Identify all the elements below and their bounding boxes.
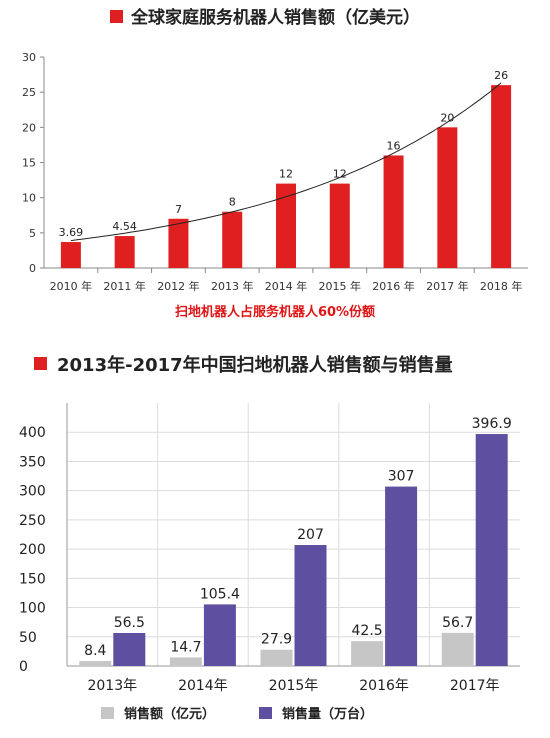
- global-chart-title: 全球家庭服务机器人销售额（亿美元）: [130, 7, 420, 28]
- y-tick-label: 5: [29, 227, 36, 240]
- china-chart: 2013年-2017年中国扫地机器人销售额与销售量 0 50 100 150 200 25…: [19, 354, 520, 722]
- y-tick-label: 300: [19, 484, 46, 500]
- bar: [114, 236, 135, 268]
- bar: [276, 183, 296, 268]
- global-chart-trendline: [70, 82, 502, 242]
- bar-value-label: 12: [333, 168, 347, 181]
- bar-value-label: 27.9: [261, 632, 292, 648]
- y-tick-label: 25: [22, 86, 36, 99]
- legend-swatch-sales-volume: [259, 707, 272, 719]
- bar-sales-volume: [113, 632, 146, 666]
- bar-sales-amount: [441, 632, 474, 666]
- china-chart-title: 2013年-2017年中国扫地机器人销售额与销售量: [57, 354, 453, 376]
- bar: [437, 127, 458, 268]
- bar-sales-amount: [260, 649, 293, 666]
- x-tick-label: 2011 年: [103, 279, 146, 293]
- y-tick-label: 15: [22, 157, 36, 170]
- legend-label-sales-volume: 销售量（万台）: [282, 706, 373, 722]
- china-chart-legend: 销售额（亿元） 销售量（万台）: [101, 706, 373, 722]
- y-tick-label: 350: [19, 454, 46, 470]
- title-marker-icon: [110, 10, 123, 23]
- bar-value-label: 14.7: [170, 639, 201, 655]
- y-tick-label: 10: [22, 192, 36, 205]
- bar-value-label: 42.5: [352, 623, 383, 639]
- x-tick-label: 2015 年: [319, 279, 362, 293]
- chart-annotation: 扫地机器人占服务机器人60%份额: [175, 304, 375, 320]
- global-chart-x-ticks: 2010 年 2011 年 2012 年 2013 年 2014 年 2015 年 2016…: [50, 279, 523, 293]
- bar: [491, 85, 512, 268]
- bar-value-label: 26: [494, 69, 508, 82]
- bar-value-label: 7: [175, 203, 182, 216]
- china-chart-bars: [79, 434, 508, 666]
- x-tick-label: 2012 年: [157, 279, 200, 293]
- bar-value-label: 105.4: [200, 586, 240, 602]
- bar-sales-amount: [79, 661, 112, 666]
- y-tick-label: 30: [22, 51, 36, 64]
- x-tick-label: 2017年: [450, 678, 500, 694]
- bar-sales-volume: [294, 545, 327, 666]
- legend-swatch-sales-amount: [101, 707, 114, 719]
- bar-value-label: 8: [229, 196, 236, 209]
- bar-value-label: 4.54: [112, 220, 137, 233]
- bar-sales-volume: [203, 604, 236, 666]
- global-chart-bars: [60, 85, 512, 268]
- bar: [222, 211, 243, 268]
- y-tick-label: 200: [19, 542, 46, 558]
- y-tick-label: 250: [19, 513, 46, 529]
- y-tick-label: 150: [19, 571, 46, 587]
- bar: [383, 155, 404, 268]
- y-tick-label: 100: [19, 601, 46, 617]
- x-tick-label: 2016年: [359, 678, 409, 694]
- y-tick-label: 50: [19, 630, 37, 646]
- bar: [60, 242, 81, 268]
- bar-value-label: 12: [279, 168, 293, 181]
- y-tick-label: 0: [19, 659, 28, 675]
- x-tick-label: 2018 年: [480, 279, 523, 293]
- y-tick-label: 400: [19, 425, 46, 441]
- bar-value-label: 3.69: [59, 226, 84, 239]
- x-tick-label: 2017 年: [426, 279, 469, 293]
- china-chart-data-labels: 8.4 56.5 14.7 105.4 27.9 207 42.5 307 56.7 396.9: [84, 416, 512, 659]
- bar-sales-amount: [351, 641, 384, 666]
- legend-label-sales-amount: 销售额（亿元）: [124, 706, 215, 722]
- bar-value-label: 16: [387, 139, 401, 152]
- y-tick-label: 20: [22, 121, 36, 134]
- bar-sales-amount: [169, 657, 202, 666]
- y-tick-label: 0: [29, 262, 36, 275]
- bar-value-label: 396.9: [472, 416, 512, 432]
- bar-value-label: 307: [388, 469, 415, 485]
- x-tick-label: 2013 年: [211, 279, 254, 293]
- bar: [168, 218, 189, 268]
- x-tick-label: 2014年: [178, 678, 228, 694]
- x-tick-label: 2013年: [87, 678, 137, 694]
- x-tick-label: 2015年: [269, 678, 319, 694]
- x-tick-label: 2016 年: [372, 279, 415, 293]
- x-tick-label: 2014 年: [265, 279, 308, 293]
- bar-value-label: 20: [440, 111, 454, 124]
- bar-value-label: 8.4: [84, 643, 106, 659]
- bar-value-label: 207: [297, 527, 324, 543]
- china-chart-y-ticks: 0 50 100 150 200 250 300 350 400: [19, 425, 46, 675]
- bar-sales-volume: [385, 486, 418, 666]
- x-tick-label: 2010 年: [50, 279, 93, 293]
- bar-sales-volume: [475, 434, 508, 666]
- global-chart-y-ticks: 0 5 10 15 20 25 30: [22, 51, 36, 275]
- china-chart-x-ticks: 2013年 2014年 2015年 2016年 2017年: [87, 678, 499, 694]
- bar-value-label: 56.7: [442, 615, 473, 631]
- title-marker-icon-2: [34, 357, 47, 370]
- global-chart: 全球家庭服务机器人销售额（亿美元） 0 5 10 15 20 25 30 3.69 4.54 7…: [22, 7, 528, 320]
- global-chart-data-labels: 3.69 4.54 7 8 12 12 16 20 26: [59, 69, 508, 239]
- bar-value-label: 56.5: [114, 615, 145, 631]
- bar: [329, 183, 350, 268]
